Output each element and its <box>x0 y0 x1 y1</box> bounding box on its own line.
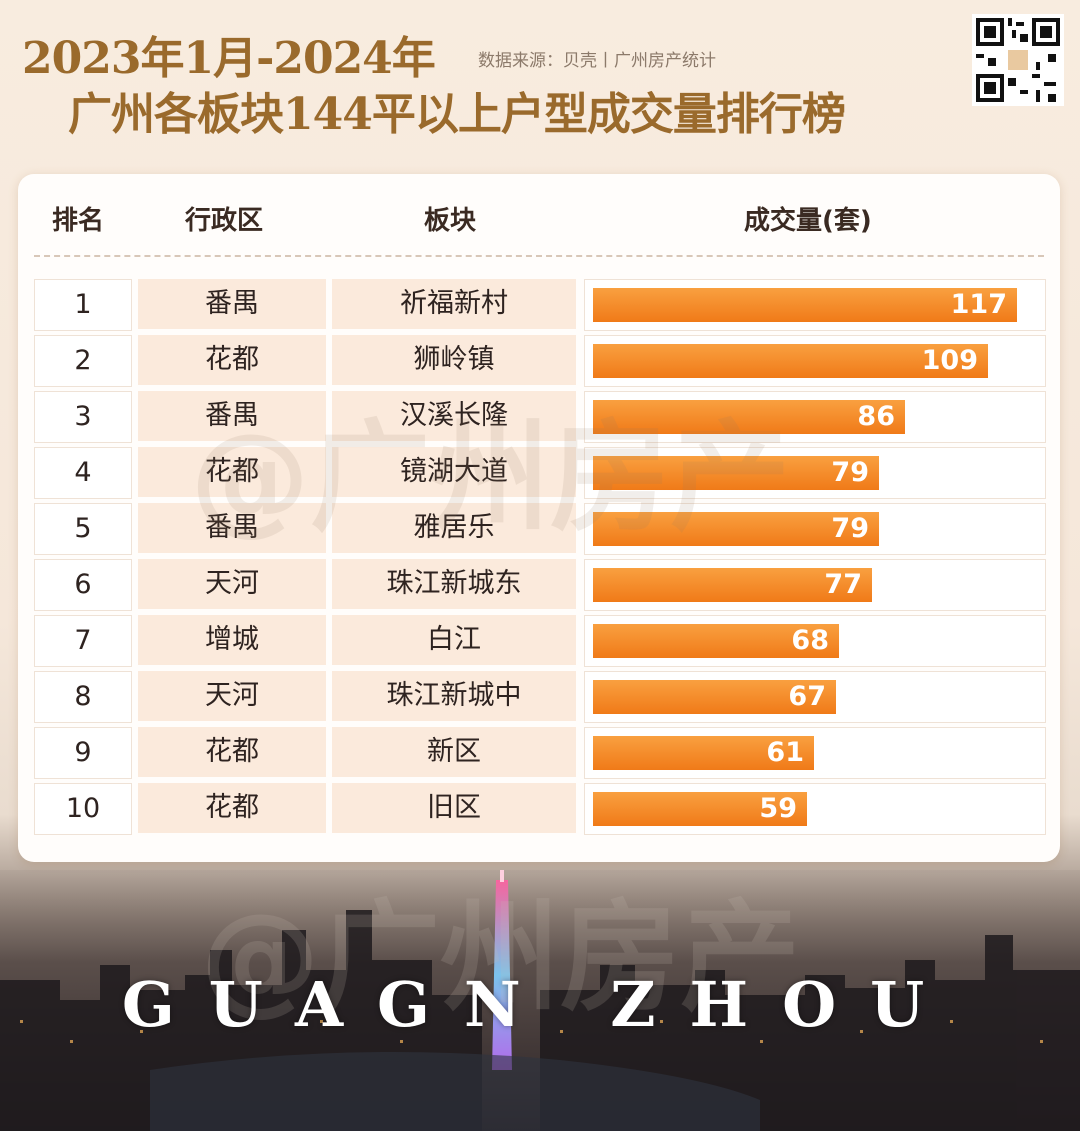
volume-bar: 59 <box>593 792 807 826</box>
block-cell: 珠江新城中 <box>332 671 576 721</box>
volume-bar: 109 <box>593 344 988 378</box>
volume-cell: 61 <box>584 727 1046 779</box>
district-cell: 花都 <box>138 447 326 497</box>
title-line1: 2023年1月-2024年 <box>22 33 436 84</box>
header-rank: 排名 <box>52 206 105 236</box>
volume-value-label: 79 <box>831 457 869 488</box>
district-cell: 花都 <box>138 335 326 385</box>
rank-cell: 9 <box>34 727 132 779</box>
table-row: 2 花都 狮岭镇 109 <box>34 335 1046 387</box>
table-row: 7 增城 白江 68 <box>34 615 1046 667</box>
table-row: 9 花都 新区 61 <box>34 727 1046 779</box>
rank-cell: 8 <box>34 671 132 723</box>
volume-value-label: 77 <box>824 569 862 600</box>
block-cell: 祈福新村 <box>332 279 576 329</box>
table-row: 5 番禺 雅居乐 79 <box>34 503 1046 555</box>
table-row: 1 番禺 祈福新村 117 <box>34 279 1046 331</box>
volume-bar: 117 <box>593 288 1017 322</box>
volume-value-label: 79 <box>831 513 869 544</box>
district-cell: 增城 <box>138 615 326 665</box>
qr-code-icon <box>972 14 1064 106</box>
block-cell: 雅居乐 <box>332 503 576 553</box>
rank-cell: 4 <box>34 447 132 499</box>
block-cell: 汉溪长隆 <box>332 391 576 441</box>
header-divider <box>34 255 1044 257</box>
volume-cell: 77 <box>584 559 1046 611</box>
rank-cell: 10 <box>34 783 132 835</box>
district-cell: 花都 <box>138 727 326 777</box>
volume-value-label: 68 <box>791 625 829 656</box>
volume-bar: 79 <box>593 456 879 490</box>
table-row: 10 花都 旧区 59 <box>34 783 1046 835</box>
rank-cell: 3 <box>34 391 132 443</box>
table-row: 3 番禺 汉溪长隆 86 <box>34 391 1046 443</box>
volume-bar: 79 <box>593 512 879 546</box>
rank-cell: 1 <box>34 279 132 331</box>
title-line2: 广州各板块144平以上户型成交量排行榜 <box>68 89 846 140</box>
rank-cell: 7 <box>34 615 132 667</box>
district-cell: 天河 <box>138 559 326 609</box>
header-block: 板块 <box>424 206 477 236</box>
district-cell: 番禺 <box>138 279 326 329</box>
district-cell: 天河 <box>138 671 326 721</box>
header-volume: 成交量(套) <box>744 206 872 236</box>
city-name: GUAGN ZHOU <box>121 968 959 1041</box>
block-cell: 镜湖大道 <box>332 447 576 497</box>
volume-bar: 61 <box>593 736 814 770</box>
rank-cell: 2 <box>34 335 132 387</box>
data-source: 数据来源：贝壳丨广州房产统计 <box>478 51 716 71</box>
volume-cell: 79 <box>584 503 1046 555</box>
block-cell: 狮岭镇 <box>332 335 576 385</box>
volume-value-label: 59 <box>759 793 797 824</box>
rank-cell: 6 <box>34 559 132 611</box>
watermark-lower: @广州房产 <box>200 889 800 1028</box>
block-cell: 白江 <box>332 615 576 665</box>
volume-bar: 67 <box>593 680 836 714</box>
block-cell: 珠江新城东 <box>332 559 576 609</box>
district-cell: 番禺 <box>138 391 326 441</box>
block-cell: 旧区 <box>332 783 576 833</box>
volume-cell: 117 <box>584 279 1046 331</box>
volume-bar: 77 <box>593 568 872 602</box>
volume-cell: 86 <box>584 391 1046 443</box>
rank-cell: 5 <box>34 503 132 555</box>
block-cell: 新区 <box>332 727 576 777</box>
city-skyline-image <box>0 870 1080 1131</box>
table-row: 8 天河 珠江新城中 67 <box>34 671 1046 723</box>
table-row: 6 天河 珠江新城东 77 <box>34 559 1046 611</box>
volume-cell: 59 <box>584 783 1046 835</box>
district-cell: 花都 <box>138 783 326 833</box>
volume-value-label: 109 <box>921 345 978 376</box>
volume-cell: 67 <box>584 671 1046 723</box>
volume-value-label: 86 <box>857 401 895 432</box>
volume-value-label: 67 <box>788 681 826 712</box>
header-district: 行政区 <box>185 206 264 236</box>
volume-value-label: 61 <box>766 737 804 768</box>
volume-cell: 79 <box>584 447 1046 499</box>
district-cell: 番禺 <box>138 503 326 553</box>
volume-cell: 68 <box>584 615 1046 667</box>
volume-cell: 109 <box>584 335 1046 387</box>
table-row: 4 花都 镜湖大道 79 <box>34 447 1046 499</box>
volume-bar: 68 <box>593 624 839 658</box>
volume-bar: 86 <box>593 400 905 434</box>
volume-value-label: 117 <box>950 289 1007 320</box>
